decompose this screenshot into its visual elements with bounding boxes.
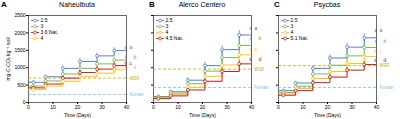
svg-text:20: 20	[325, 104, 331, 110]
svg-text:c: c	[380, 48, 383, 54]
svg-text:30: 30	[349, 104, 355, 110]
svg-text:40: 40	[124, 104, 130, 110]
html-text:4: 4	[165, 29, 169, 35]
svg-text:Time (Days): Time (Days)	[64, 112, 91, 118]
html-text:5.1 Nat.: 5.1 Nat.	[290, 35, 308, 41]
svg-text:a: a	[255, 25, 258, 31]
svg-text:d: d	[384, 57, 387, 63]
svg-text:WSF: WSF	[380, 63, 390, 68]
svg-text:d: d	[259, 56, 262, 62]
svg-text:mg-C-CO₂ kg⁻¹ soil: mg-C-CO₂ kg⁻¹ soil	[5, 37, 11, 80]
html-text:3: 3	[40, 23, 44, 29]
svg-text:Fontan: Fontan	[130, 92, 145, 97]
svg-text:1000: 1000	[14, 64, 25, 70]
svg-text:a: a	[130, 44, 133, 50]
svg-text:10: 10	[50, 104, 56, 110]
html-text:A: A	[1, 0, 7, 9]
svg-text:0: 0	[152, 104, 155, 110]
html-text:Naheulbuta: Naheulbuta	[59, 1, 95, 8]
svg-text:Fontan: Fontan	[255, 85, 270, 90]
html-text:Psycbas: Psycbas	[313, 1, 341, 8]
svg-text:c: c	[130, 60, 133, 66]
html-text:4: 4	[40, 35, 44, 41]
svg-text:Time (Days): Time (Days)	[314, 112, 341, 118]
svg-text:40: 40	[374, 104, 380, 110]
svg-text:Time (Days): Time (Days)	[189, 112, 216, 118]
html-text:C: C	[274, 0, 280, 9]
html-text:Alerco Centero: Alerco Centero	[178, 1, 226, 8]
svg-text:10: 10	[300, 104, 306, 110]
svg-text:Fontan: Fontan	[380, 85, 395, 90]
svg-text:b: b	[259, 35, 262, 41]
svg-text:20: 20	[75, 104, 81, 110]
svg-text:a: a	[380, 27, 383, 33]
svg-text:10: 10	[175, 104, 181, 110]
html-text:2.5: 2.5	[290, 17, 298, 23]
svg-text:c: c	[255, 46, 258, 52]
svg-text:40: 40	[249, 104, 255, 110]
html-text:3.6 Nat.: 3.6 Nat.	[40, 29, 58, 35]
svg-text:b: b	[384, 38, 387, 44]
svg-text:0: 0	[27, 104, 30, 110]
svg-text:b: b	[134, 54, 137, 60]
svg-text:30: 30	[99, 104, 105, 110]
svg-text:WSF: WSF	[130, 76, 140, 81]
html-text:B: B	[149, 0, 155, 9]
html-text:2.5: 2.5	[40, 17, 48, 23]
html-text:4.5 Nat.: 4.5 Nat.	[165, 35, 183, 41]
svg-text:500: 500	[17, 82, 26, 88]
svg-text:d: d	[134, 64, 137, 70]
svg-text:2500: 2500	[14, 12, 25, 18]
html-text:2.5: 2.5	[165, 17, 173, 23]
svg-text:20: 20	[200, 104, 206, 110]
svg-text:0: 0	[277, 104, 280, 110]
svg-text:1500: 1500	[14, 47, 25, 53]
html-text:3: 3	[290, 23, 294, 29]
svg-text:30: 30	[224, 104, 230, 110]
html-text:3: 3	[165, 23, 169, 29]
svg-text:0: 0	[23, 99, 26, 105]
svg-text:2000: 2000	[14, 30, 25, 36]
svg-text:WSF: WSF	[255, 67, 265, 72]
html-text:4: 4	[290, 29, 294, 35]
